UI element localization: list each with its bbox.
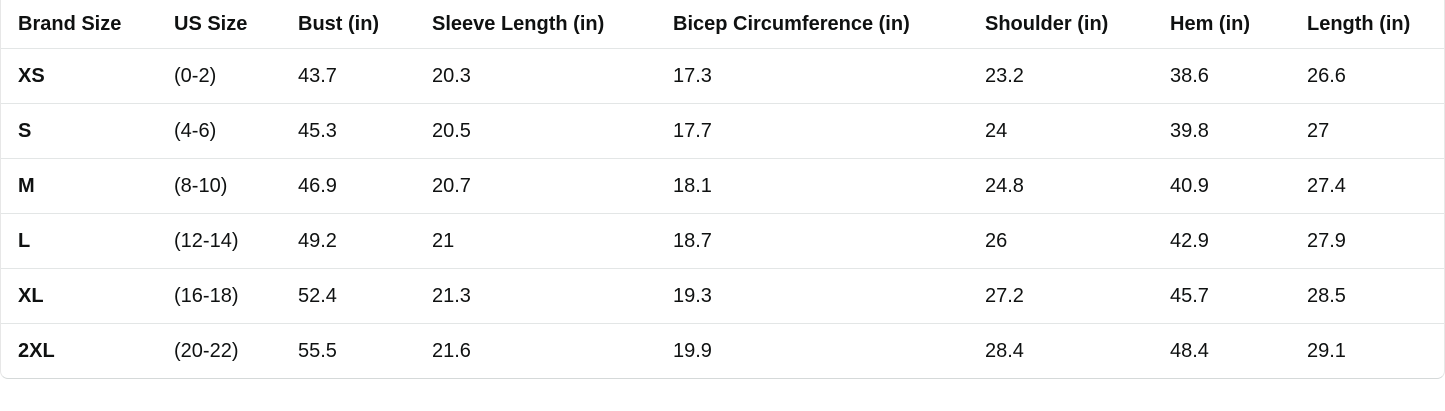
table-row: L (12-14) 49.2 21 18.7 26 42.9 27.9: [1, 213, 1444, 269]
table-cell: 48.4: [1170, 339, 1209, 362]
table-cell: 2XL: [18, 339, 55, 362]
table-cell: (8-10): [174, 158, 298, 214]
table-cell: (20-22): [174, 339, 239, 362]
header-cell: Hem (in): [1170, 0, 1307, 49]
header-cell: Bust (in): [298, 0, 432, 49]
table-cell: 17.3: [673, 48, 985, 104]
table-cell: 27.2: [985, 268, 1170, 324]
table-cell: 19.9: [673, 339, 712, 362]
table-cell: 21.6: [432, 339, 471, 362]
table-row: M (8-10) 46.9 20.7 18.1 24.8 40.9 27.4: [1, 158, 1444, 214]
table-cell: 52.4: [298, 268, 432, 324]
table-row: XS (0-2) 43.7 20.3 17.3 23.2 38.6 26.6: [1, 48, 1444, 104]
table-cell: XL: [1, 268, 174, 324]
table-cell: 42.9: [1170, 213, 1307, 269]
table-cell: S: [1, 103, 174, 159]
table-cell: 46.9: [298, 158, 432, 214]
table-cell: 29.1: [1307, 339, 1346, 362]
table-cell: 26: [985, 213, 1170, 269]
size-table: Brand Size US Size Bust (in) Sleeve Length …: [1, 0, 1444, 378]
table-cell: 27: [1307, 103, 1444, 159]
table-cell: 23.2: [985, 48, 1170, 104]
table-cell: 24.8: [985, 158, 1170, 214]
header-cell: Brand Size: [1, 0, 174, 49]
table-cell: 28.4: [985, 339, 1024, 362]
table-cell: 20.5: [432, 103, 673, 159]
table-row: XL (16-18) 52.4 21.3 19.3 27.2 45.7 28.5: [1, 268, 1444, 324]
table-cell: (12-14): [174, 213, 298, 269]
table-row: 2XL (20-22) 55.5 21.6 19.9 28.4 48.4 29.1: [1, 324, 1444, 379]
header-cell: Length (in): [1307, 0, 1444, 49]
table-cell: (16-18): [174, 268, 298, 324]
table-cell: 19.3: [673, 268, 985, 324]
size-chart: Brand Size US Size Bust (in) Sleeve Length …: [0, 0, 1445, 379]
table-cell: 27.4: [1307, 158, 1444, 214]
table-row: S (4-6) 45.3 20.5 17.7 24 39.8 27: [1, 103, 1444, 159]
table-cell: 49.2: [298, 213, 432, 269]
table-cell: 39.8: [1170, 103, 1307, 159]
table-cell: 21.3: [432, 268, 673, 324]
table-cell: XS: [1, 48, 174, 104]
table-cell: 40.9: [1170, 158, 1307, 214]
table-cell: 18.7: [673, 213, 985, 269]
table-cell: (0-2): [174, 48, 298, 104]
header-cell: Shoulder (in): [985, 0, 1170, 49]
header-cell: Sleeve Length (in): [432, 0, 673, 49]
table-cell: 43.7: [298, 48, 432, 104]
table-cell: 20.7: [432, 158, 673, 214]
table-cell: L: [1, 213, 174, 269]
table-cell: 18.1: [673, 158, 985, 214]
table-cell: 20.3: [432, 48, 673, 104]
table-cell: 21: [432, 213, 673, 269]
table-cell: 38.6: [1170, 48, 1307, 104]
table-cell: 26.6: [1307, 48, 1444, 104]
table-cell: M: [1, 158, 174, 214]
table-cell: 27.9: [1307, 213, 1444, 269]
table-cell: 17.7: [673, 103, 985, 159]
table-cell: 24: [985, 103, 1170, 159]
table-cell: 45.3: [298, 103, 432, 159]
table-cell: 45.7: [1170, 268, 1307, 324]
table-cell: 55.5: [298, 339, 337, 362]
header-cell: US Size: [174, 0, 298, 49]
table-cell: (4-6): [174, 103, 298, 159]
table-cell: 28.5: [1307, 268, 1444, 324]
header-row: Brand Size US Size Bust (in) Sleeve Length …: [1, 0, 1444, 49]
header-cell: Bicep Circumference (in): [673, 0, 985, 49]
